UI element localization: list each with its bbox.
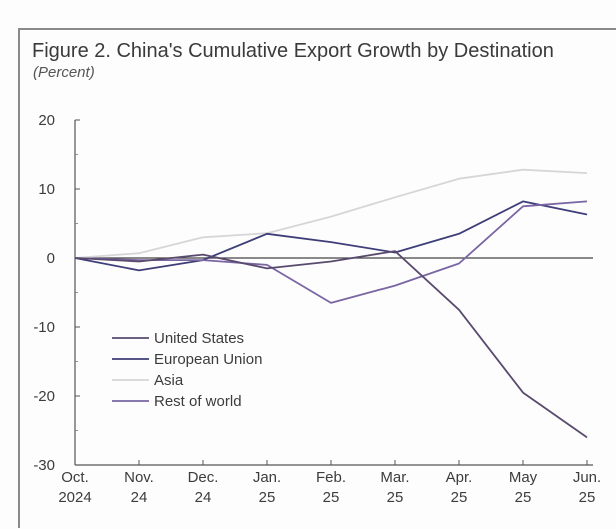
x-tick-label: Dec. bbox=[188, 469, 219, 486]
y-tick-label: -30 bbox=[33, 457, 55, 474]
x-tick-label: 25 bbox=[387, 489, 404, 506]
x-tick-label: 24 bbox=[195, 489, 212, 506]
y-tick-label: -20 bbox=[33, 388, 55, 405]
chart-title: Figure 2. China's Cumulative Export Grow… bbox=[32, 40, 554, 62]
series-line-european-union bbox=[74, 200, 588, 272]
x-tick-label: Nov. bbox=[124, 469, 154, 486]
x-tick-label: 25 bbox=[451, 489, 468, 506]
legend-label-rest-of-world: Rest of world bbox=[154, 393, 242, 410]
series-line-asia bbox=[74, 168, 588, 259]
y-tick-label: 10 bbox=[38, 181, 55, 198]
x-tick-label: Apr. bbox=[446, 469, 473, 486]
y-tick-label: 0 bbox=[47, 250, 55, 267]
x-tick-label: 2024 bbox=[58, 489, 91, 506]
chart-subtitle: (Percent) bbox=[33, 64, 95, 81]
legend-label-united-states: United States bbox=[154, 330, 244, 347]
x-tick-label: 24 bbox=[131, 489, 148, 506]
y-tick-label: 20 bbox=[38, 112, 55, 129]
x-tick-label: Oct. bbox=[61, 469, 89, 486]
x-tick-label: Mar. bbox=[380, 469, 409, 486]
x-tick-label: May bbox=[509, 469, 538, 486]
y-tick-label: -10 bbox=[33, 319, 55, 336]
x-tick-label: Feb. bbox=[316, 469, 346, 486]
legend-label-european-union: European Union bbox=[154, 351, 262, 368]
x-tick-label: Jan. bbox=[253, 469, 281, 486]
x-tick-label: 25 bbox=[515, 489, 532, 506]
figure-frame bbox=[18, 28, 616, 528]
x-tick-label: Jun. bbox=[573, 469, 601, 486]
legend-label-asia: Asia bbox=[154, 372, 184, 389]
x-tick-label: 25 bbox=[323, 489, 340, 506]
series-line-united-states bbox=[74, 250, 588, 439]
x-tick-label: 25 bbox=[259, 489, 276, 506]
x-tick-label: 25 bbox=[579, 489, 596, 506]
